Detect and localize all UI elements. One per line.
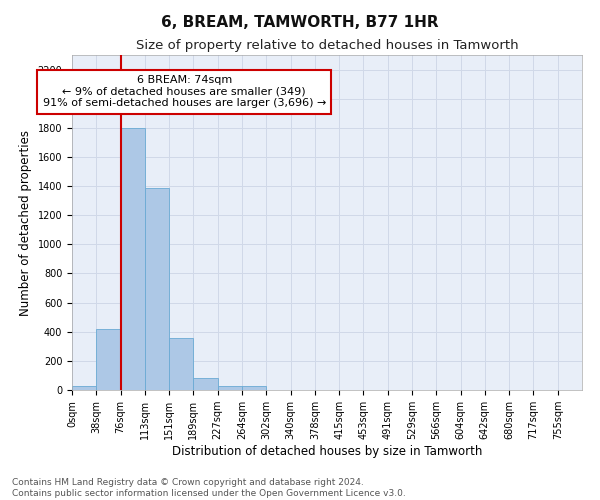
Bar [121, 128, 145, 390]
Text: 6, BREAM, TAMWORTH, B77 1HR: 6, BREAM, TAMWORTH, B77 1HR [161, 15, 439, 30]
Text: 6 BREAM: 74sqm
← 9% of detached houses are smaller (349)
91% of semi-detached ho: 6 BREAM: 74sqm ← 9% of detached houses a… [43, 75, 326, 108]
Bar [96, 329, 121, 390]
Text: Contains HM Land Registry data © Crown copyright and database right 2024.
Contai: Contains HM Land Registry data © Crown c… [12, 478, 406, 498]
Bar [242, 386, 266, 390]
Title: Size of property relative to detached houses in Tamworth: Size of property relative to detached ho… [136, 40, 518, 52]
Bar [218, 386, 242, 390]
Bar [72, 386, 96, 390]
Bar [193, 378, 218, 390]
Y-axis label: Number of detached properties: Number of detached properties [19, 130, 32, 316]
X-axis label: Distribution of detached houses by size in Tamworth: Distribution of detached houses by size … [172, 445, 482, 458]
Bar [169, 338, 193, 390]
Bar [145, 188, 169, 390]
